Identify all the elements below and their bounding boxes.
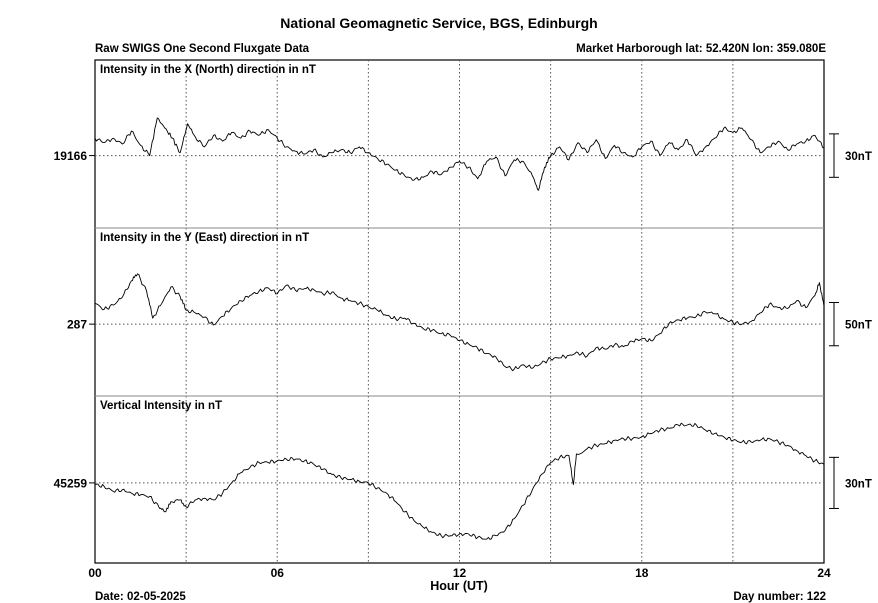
- scale-label: 30nT: [845, 151, 872, 163]
- series-line: [94, 422, 825, 540]
- baseline-label: 287: [67, 318, 87, 332]
- x-tick-label: 18: [635, 566, 649, 580]
- x-tick-label: 06: [271, 566, 285, 580]
- plot-frame: [94, 59, 825, 564]
- x-tick-label: 12: [453, 566, 467, 580]
- series-line: [94, 117, 825, 191]
- scale-label: 30nT: [845, 478, 872, 490]
- chart-subtitle: Raw SWIGS One Second Fluxgate Data: [95, 43, 310, 55]
- station-info: Market Harborough lat: 52.420N lon: 359.…: [576, 43, 826, 55]
- chart-title: National Geomagnetic Service, BGS, Edinb…: [280, 15, 598, 31]
- x-axis-label: Hour (UT): [430, 579, 488, 593]
- panel-label: Intensity in the X (North) direction in …: [100, 64, 316, 76]
- panel-label: Intensity in the Y (East) direction in n…: [100, 232, 309, 244]
- series-line: [94, 273, 825, 372]
- panel-label: Vertical Intensity in nT: [100, 400, 222, 412]
- scale-label: 50nT: [845, 320, 872, 332]
- x-tick-label: 24: [817, 566, 831, 580]
- baseline-label: 19166: [54, 149, 88, 163]
- x-tick-label: 00: [88, 566, 102, 580]
- date-label: Date: 02-05-2025: [95, 591, 186, 603]
- baseline-label: 45259: [54, 476, 88, 490]
- day-number-label: Day number: 122: [733, 591, 826, 603]
